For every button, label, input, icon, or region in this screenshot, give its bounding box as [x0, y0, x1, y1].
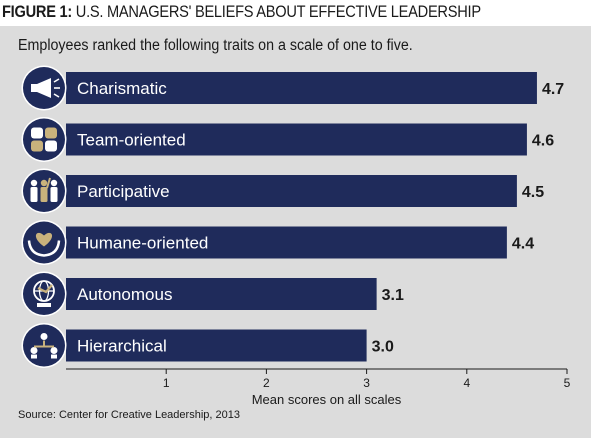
heart-hands-icon [21, 220, 67, 265]
figure-title-text: U.S. MANAGERS' BELIEFS ABOUT EFFECTIVE L… [75, 2, 481, 21]
bar-row-4: Humane-oriented 4.4 [21, 220, 534, 265]
category-label: Charismatic [77, 79, 167, 98]
figure-label: FIGURE 1: [2, 2, 72, 21]
category-label: Participative [77, 182, 170, 201]
value-label: 4.6 [532, 133, 554, 150]
figure-header: FIGURE 1: U.S. MANAGERS' BELIEFS ABOUT E… [0, 0, 591, 26]
megaphone-icon [21, 65, 67, 111]
bar-row-5: Autonomous 3.1 [21, 271, 404, 317]
category-label: Team-oriented [77, 131, 186, 150]
bar-row-2: Team-oriented 4.6 [21, 117, 554, 162]
bar [66, 278, 377, 310]
bar-row-3: Participative 4.5 [21, 168, 544, 214]
category-label: Humane-oriented [77, 234, 208, 253]
bar [66, 123, 527, 156]
x-tick-label: 4 [463, 376, 470, 390]
value-label: 4.5 [522, 184, 544, 201]
bar-row-6: Hierarchical 3.0 [21, 323, 394, 368]
bar-row-1: Charismatic 4.7 [21, 65, 564, 111]
value-label: 4.7 [542, 81, 564, 98]
bar [66, 175, 517, 207]
bar [66, 226, 507, 259]
source-note: Source: Center for Creative Leadership, … [18, 409, 240, 421]
x-tick-label: 1 [163, 376, 170, 390]
hands-icon [21, 117, 67, 162]
category-label: Hierarchical [77, 337, 167, 356]
category-label: Autonomous [77, 285, 172, 304]
value-label: 3.0 [372, 339, 394, 356]
people-icon [21, 168, 67, 214]
x-tick-label: 3 [363, 376, 370, 390]
bar [66, 329, 367, 362]
figure-title: FIGURE 1: U.S. MANAGERS' BELIEFS ABOUT E… [2, 2, 481, 22]
value-label: 4.4 [512, 236, 534, 253]
globe-icon [21, 271, 67, 317]
bar [66, 72, 537, 104]
x-tick-label: 5 [564, 376, 571, 390]
x-axis-title: Mean scores on all scales [252, 392, 402, 407]
hierarchy-icon [21, 323, 67, 368]
x-tick-label: 2 [263, 376, 270, 390]
chart-subtitle: Employees ranked the following traits on… [18, 37, 413, 54]
value-label: 3.1 [382, 287, 404, 304]
